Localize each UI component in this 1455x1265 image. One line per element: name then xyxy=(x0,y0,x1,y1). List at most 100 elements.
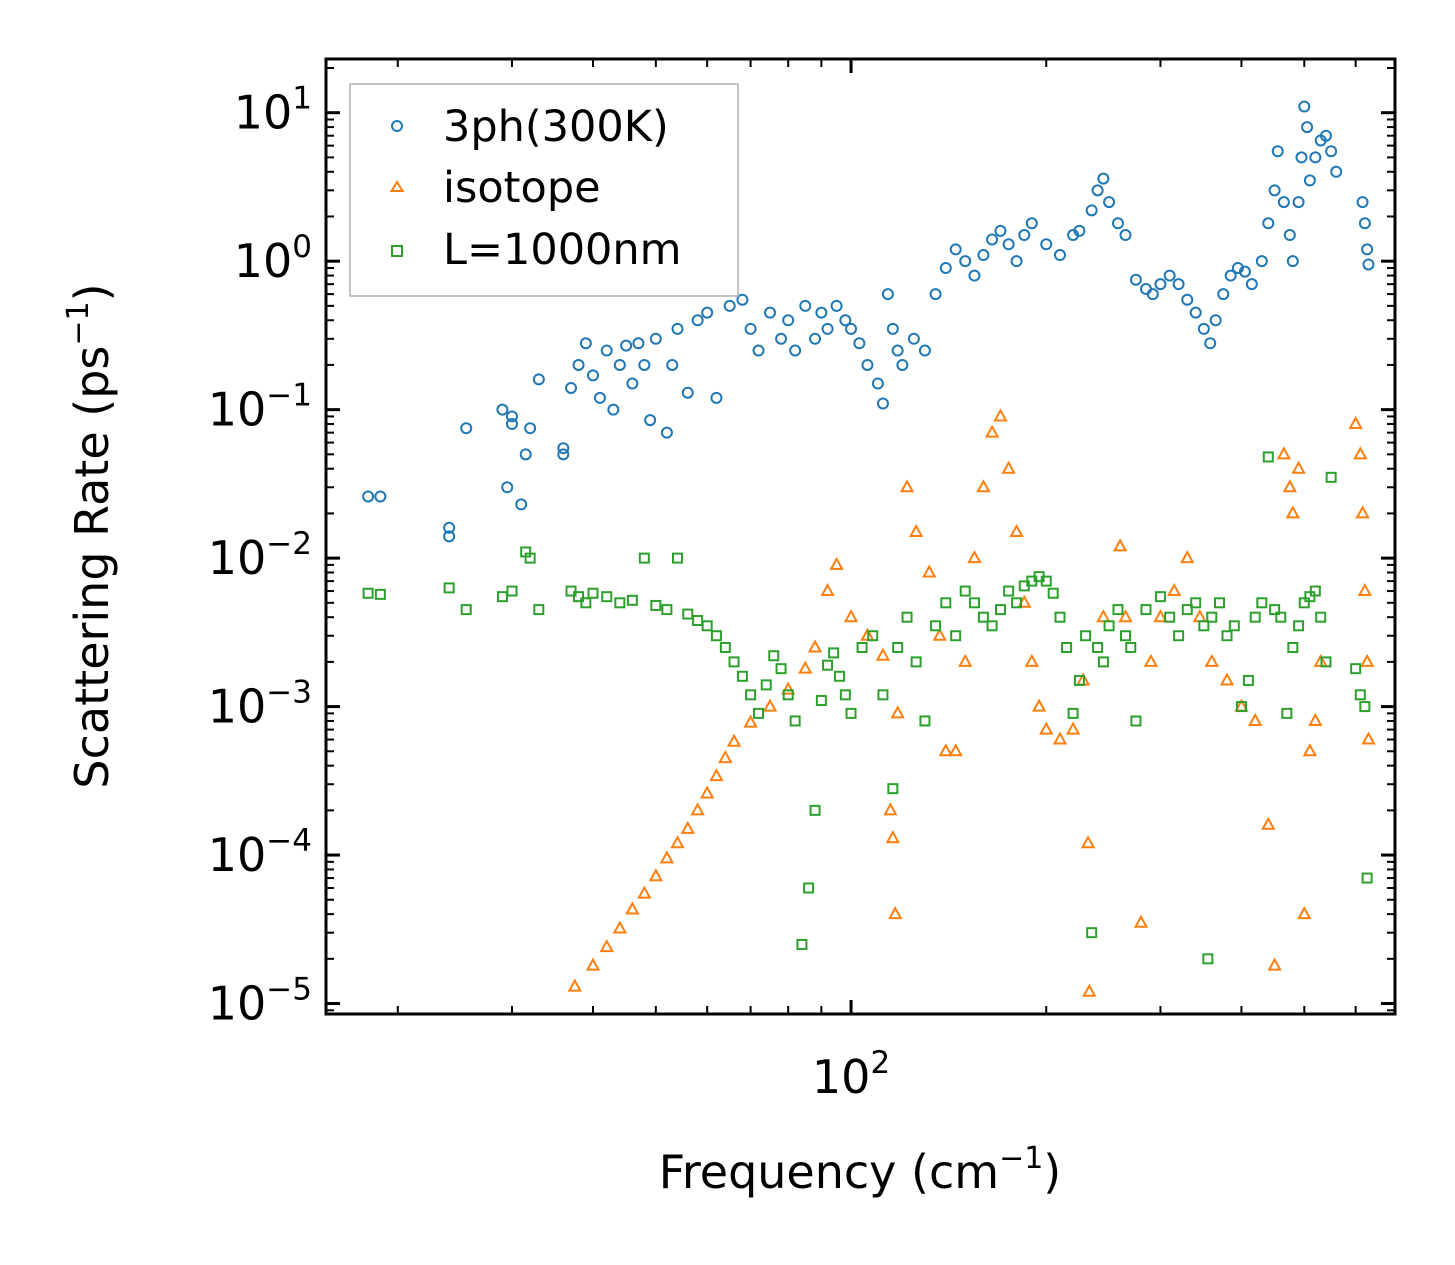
data-point xyxy=(1086,927,1098,939)
data-point xyxy=(659,850,675,864)
data-point xyxy=(1031,698,1047,712)
data-point xyxy=(967,550,982,564)
y-tick-label: 10−3 xyxy=(208,675,312,734)
data-point xyxy=(644,414,657,427)
y-axis-title-end: ) xyxy=(65,283,119,301)
data-point xyxy=(1362,258,1375,271)
data-point xyxy=(1204,337,1217,350)
data-point xyxy=(1001,460,1016,474)
data-point xyxy=(743,714,758,728)
data-point xyxy=(744,322,757,335)
data-point xyxy=(830,299,843,312)
data-point xyxy=(443,521,456,534)
data-point xyxy=(775,332,788,345)
data-point xyxy=(834,670,846,682)
data-point xyxy=(782,689,794,701)
series-1 xyxy=(567,408,1376,997)
data-point xyxy=(1282,479,1298,493)
data-point xyxy=(1309,585,1321,597)
data-point xyxy=(1249,611,1261,623)
data-point xyxy=(593,391,606,404)
data-point xyxy=(626,594,638,606)
data-point xyxy=(1209,314,1222,327)
data-point xyxy=(1146,288,1159,301)
data-point xyxy=(1173,630,1185,642)
legend-entry-l1000nm: L=1000nm xyxy=(391,225,682,275)
data-point xyxy=(362,490,375,503)
data-point xyxy=(922,564,937,578)
data-point xyxy=(839,314,852,327)
data-point xyxy=(719,642,731,654)
data-point xyxy=(1025,217,1038,230)
data-point xyxy=(1118,609,1133,623)
data-point xyxy=(789,344,802,357)
data-point xyxy=(666,358,679,371)
data-point xyxy=(1003,585,1015,597)
data-point xyxy=(1039,721,1054,735)
data-point xyxy=(1361,243,1374,256)
series-0 xyxy=(362,100,1375,543)
legend-box xyxy=(349,83,739,297)
data-point xyxy=(752,344,765,357)
data-point xyxy=(861,358,874,371)
data-point xyxy=(692,615,704,627)
data-point xyxy=(1163,269,1176,282)
data-point xyxy=(1219,672,1235,686)
data-point xyxy=(839,689,851,701)
data-point xyxy=(1040,575,1052,587)
data-point xyxy=(515,498,528,511)
data-point xyxy=(1040,238,1053,251)
y-tick-label: 10−5 xyxy=(208,972,312,1031)
data-point xyxy=(557,448,570,461)
data-point xyxy=(728,656,740,668)
data-point xyxy=(460,604,472,616)
data-point xyxy=(672,552,684,564)
data-point xyxy=(994,604,1006,616)
data-point xyxy=(929,288,942,301)
data-point xyxy=(1256,597,1268,609)
data-point xyxy=(853,337,866,350)
data-point xyxy=(768,650,780,662)
data-point xyxy=(875,647,891,661)
data-point xyxy=(579,337,592,350)
data-point xyxy=(1248,712,1263,726)
data-point xyxy=(1052,731,1068,745)
data-point xyxy=(845,322,858,335)
data-point xyxy=(745,689,757,701)
data-point xyxy=(637,885,652,899)
data-point xyxy=(1061,642,1073,654)
data-point xyxy=(1228,620,1240,632)
data-point xyxy=(968,269,981,282)
data-point xyxy=(1180,550,1195,564)
data-point xyxy=(1103,620,1115,632)
data-point xyxy=(1198,620,1210,632)
data-point xyxy=(993,408,1008,422)
data-point xyxy=(1140,604,1152,616)
data-point xyxy=(1359,701,1371,713)
data-point xyxy=(1291,460,1306,474)
data-point xyxy=(613,358,626,371)
data-point xyxy=(710,630,722,642)
data-point xyxy=(1091,184,1104,197)
data-point xyxy=(1287,642,1299,654)
data-point xyxy=(901,611,913,623)
data-point xyxy=(1303,174,1316,187)
data-point xyxy=(796,938,808,950)
data-point xyxy=(1172,278,1185,291)
data-point xyxy=(843,609,859,623)
data-point xyxy=(1298,100,1311,113)
data-point xyxy=(1353,446,1368,460)
data-point xyxy=(1325,145,1338,158)
legend-marker-circle xyxy=(391,120,403,132)
data-point xyxy=(984,424,1000,438)
data-point xyxy=(1119,229,1132,242)
data-point xyxy=(586,369,599,382)
data-point xyxy=(908,523,924,537)
data-point xyxy=(1154,278,1167,291)
data-point xyxy=(496,403,509,416)
data-point xyxy=(1330,165,1343,178)
series-2 xyxy=(362,451,1373,965)
data-point xyxy=(505,410,518,423)
data-point xyxy=(1217,288,1230,301)
